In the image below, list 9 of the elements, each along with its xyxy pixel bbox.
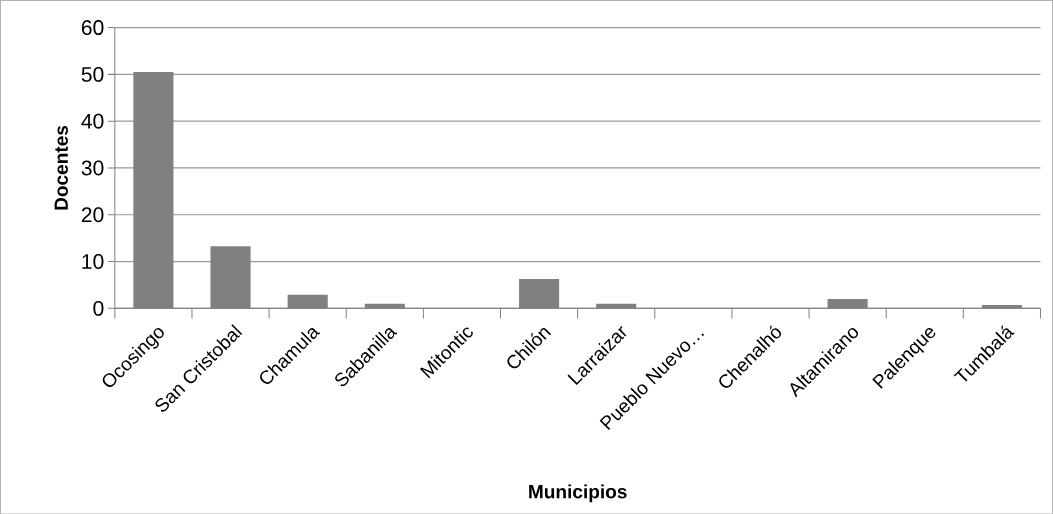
y-tick-label: 30 <box>81 160 104 176</box>
y-tick-label: 10 <box>82 253 104 269</box>
y-axis-title: Docentes <box>54 125 68 210</box>
y-tick-label: 50 <box>81 66 104 82</box>
y-tick-label: 20 <box>81 207 104 223</box>
y-tick-label: 60 <box>81 19 104 35</box>
x-axis-title: Municipios <box>529 484 627 502</box>
y-tick-label: 0 <box>93 300 104 316</box>
y-tick-label: 40 <box>81 113 104 129</box>
